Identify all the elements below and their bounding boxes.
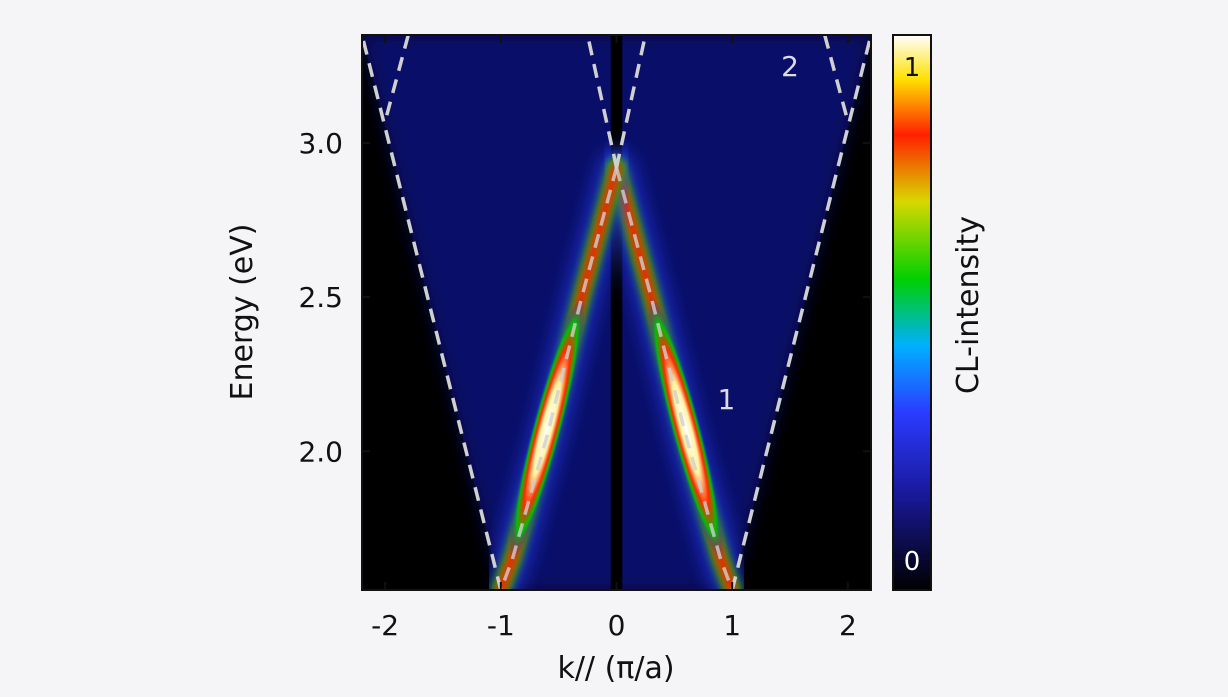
center-strip	[610, 35, 623, 590]
x-tick-label: 0	[608, 609, 626, 642]
heatmap-image	[362, 35, 871, 590]
x-tick-label: -2	[371, 609, 399, 642]
y-axis-ticks: 2.0 2.5 3.0	[298, 127, 871, 468]
light-line-left	[362, 35, 503, 590]
colorbar-min-label: 0	[904, 547, 921, 577]
band-label-1: 1	[717, 383, 735, 416]
band-1-fit	[614, 167, 734, 590]
y-tick-label: 2.0	[298, 435, 343, 468]
colorbar-gradient	[892, 34, 932, 591]
band-label-2: 2	[781, 50, 799, 83]
colorbar: 1 0 CL-intensity	[892, 34, 986, 591]
x-axis-ticks: -2 -1 0 1 2	[371, 35, 857, 642]
guides-layer	[362, 35, 871, 590]
band-2-fit	[383, 35, 410, 122]
y-tick-label: 3.0	[298, 127, 343, 160]
band-1-bright-lobe	[509, 297, 585, 560]
colorbar-max-label: 1	[904, 53, 921, 83]
band-1-bright-lobe	[648, 297, 724, 560]
x-tick-label: -1	[487, 609, 515, 642]
x-axis-label: k// (π/a)	[557, 651, 674, 686]
colorbar-title: CL-intensity	[951, 216, 986, 394]
x-tick-label: 2	[839, 609, 857, 642]
band-1-fit	[499, 167, 619, 590]
x-tick-label: 1	[723, 609, 741, 642]
light-line-right	[730, 35, 871, 590]
y-tick-label: 2.5	[298, 281, 343, 314]
band-2-fit	[823, 35, 850, 122]
y-axis-label: Energy (eV)	[225, 224, 260, 401]
